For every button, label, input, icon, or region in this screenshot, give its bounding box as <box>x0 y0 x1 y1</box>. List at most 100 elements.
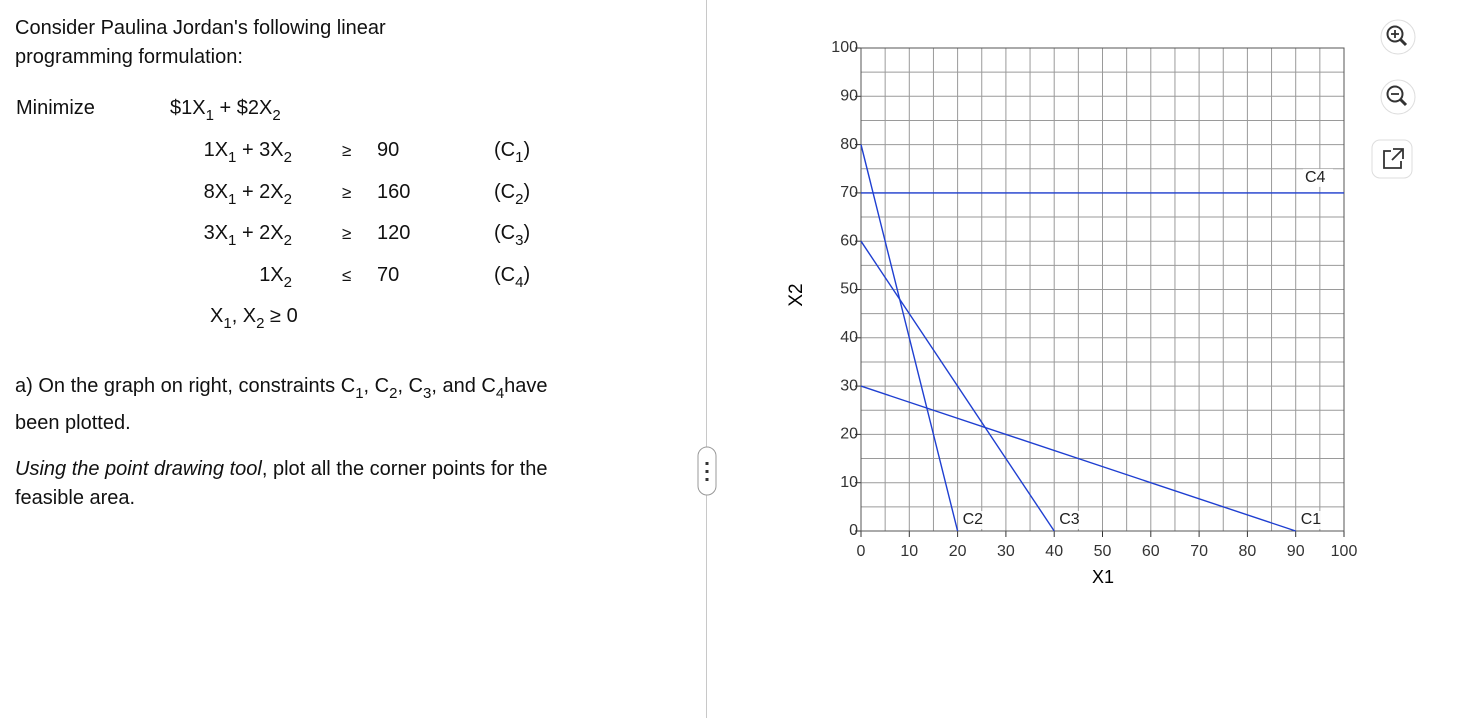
text-run: , and C <box>431 375 496 397</box>
constraint-sign: ≥ <box>342 182 352 202</box>
subscript: 1 <box>205 107 214 124</box>
subscript: 2 <box>515 190 524 208</box>
line-label-bg <box>1303 168 1333 187</box>
text-run: Using the point drawing tool <box>15 458 262 480</box>
subscript: 2 <box>283 232 292 250</box>
y-tick-label: 30 <box>840 377 858 394</box>
line-label: C4 <box>1305 169 1326 186</box>
intro-text: Consider Paulina Jordan's following line… <box>15 14 386 72</box>
subscript: 4 <box>515 274 524 292</box>
subscript: 1 <box>515 149 524 166</box>
text-run: $1X <box>170 97 206 119</box>
text-run: + 2X <box>236 180 284 203</box>
y-tick-label: 60 <box>840 232 858 249</box>
text-line: Consider Paulina Jordan's following line… <box>15 14 386 43</box>
y-tick-label: 20 <box>840 426 858 443</box>
constraint-lhs: 1X1 + 3X2 <box>204 139 292 169</box>
line-label: C3 <box>1059 511 1080 528</box>
x-tick-label: 40 <box>1045 543 1063 560</box>
text-run: 8X <box>203 180 229 203</box>
objective-label: Minimize <box>16 97 95 119</box>
constraint-rhs: 160 <box>377 180 411 203</box>
x-axis-label: X1 <box>1092 567 1114 587</box>
text-run: X <box>210 305 224 327</box>
x-tick-label: 0 <box>857 543 866 560</box>
subscript: 1 <box>355 385 364 402</box>
y-tick-label: 70 <box>840 184 858 201</box>
subscript: 1 <box>228 149 237 166</box>
text-run: (C <box>494 264 516 287</box>
constraint-line <box>860 385 1296 532</box>
text-run: + 2X <box>236 222 284 245</box>
text-line: been plotted. <box>15 405 548 442</box>
plot-frame <box>860 47 1345 532</box>
text-run: ) <box>523 139 531 161</box>
open-external-button[interactable] <box>1371 139 1413 179</box>
subscript: 2 <box>256 315 265 332</box>
text-line: programming formulation: <box>15 43 386 72</box>
x-tick-label: 70 <box>1190 543 1208 560</box>
line-label-bg <box>1298 511 1329 529</box>
constraint-sign: ≥ <box>342 141 352 160</box>
constraint-label: (C4) <box>494 264 530 294</box>
text-run: 3X <box>203 222 229 245</box>
text-run: 1X <box>203 139 229 161</box>
subscript: 2 <box>272 107 281 124</box>
text-run: (C <box>494 180 516 203</box>
constraint-label: (C1) <box>494 139 530 169</box>
line-label-bg <box>1057 511 1088 529</box>
constraint-lhs: 3X1 + 2X2 <box>204 222 292 252</box>
chart: X2 X1 0 10 20 30 40 50 60 70 80 90 100 0 10 20 30 40 50 6… <box>786 39 1357 587</box>
x-tick-label: 60 <box>1142 543 1160 560</box>
text-run: , X <box>231 305 257 327</box>
zoom-out-button[interactable] <box>1380 79 1416 115</box>
constraint-line <box>860 240 1055 532</box>
text-run: (C <box>494 222 516 245</box>
y-tick-label: 100 <box>831 39 858 56</box>
y-axis-label: X2 <box>786 283 807 306</box>
constraint-lhs: 8X1 + 2X2 <box>204 181 292 211</box>
part-a-text: a) On the graph on right, constraints C1… <box>15 368 548 442</box>
y-tick-label: 50 <box>840 281 858 298</box>
subscript: 1 <box>228 232 237 250</box>
constraint-rhs: 90 <box>377 139 400 161</box>
text-run: , C <box>363 375 390 397</box>
text-run: (C <box>494 139 516 161</box>
x-tick-label: 20 <box>949 543 967 560</box>
subscript: 2 <box>389 385 398 402</box>
constraint-sign: ≤ <box>342 266 352 286</box>
x-tick-label: 90 <box>1287 543 1305 560</box>
constraint-rhs: 120 <box>377 222 411 245</box>
y-tick-label: 0 <box>849 522 858 539</box>
line-label-bg <box>960 511 991 529</box>
y-tick-label: 40 <box>840 329 858 346</box>
line-label: C2 <box>963 511 984 528</box>
zoom-in-button[interactable] <box>1380 19 1416 55</box>
text-line: a) On the graph on right, constraints C1… <box>15 368 548 405</box>
x-tick-label: 80 <box>1239 543 1257 560</box>
text-run: ) <box>523 180 531 203</box>
text-run: , plot all the corner points for the <box>261 458 548 480</box>
subscript: 2 <box>283 274 292 292</box>
constraint-sign: ≥ <box>342 224 352 244</box>
text-run: ≥ 0 <box>264 305 298 327</box>
constraint-label: (C3) <box>494 222 530 252</box>
subscript: 1 <box>228 190 237 208</box>
y-tick-label: 80 <box>840 136 858 153</box>
text-run: been plotted. <box>15 412 131 434</box>
text-run: ) <box>523 222 531 245</box>
subscript: 3 <box>423 385 432 402</box>
objective: $1X1 + $2X2 <box>170 97 281 123</box>
y-tick-label: 10 <box>840 474 858 491</box>
y-tick-label: 90 <box>840 88 858 105</box>
text-run: + $2X <box>213 97 273 119</box>
resize-handle[interactable] <box>697 446 717 496</box>
text-run: ) <box>523 264 531 287</box>
text-run: + 3X <box>236 139 284 161</box>
subscript: 1 <box>223 315 232 332</box>
constraint-rhs: 70 <box>377 264 400 287</box>
text-run: a) On the graph on right, constraints C <box>15 375 356 397</box>
text-line: feasible area. <box>15 484 548 513</box>
constraint-label: (C2) <box>494 181 530 211</box>
